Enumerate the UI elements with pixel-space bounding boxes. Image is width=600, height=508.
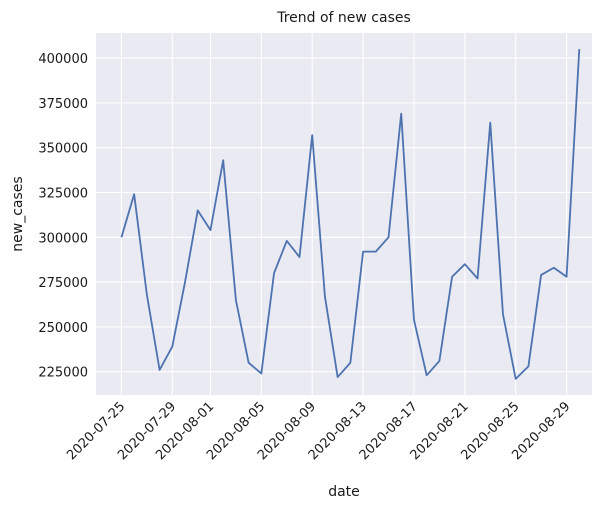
data-point (502, 313, 504, 315)
y-tick-label: 300000 (38, 231, 88, 246)
data-point (565, 276, 567, 278)
data-point (464, 263, 466, 265)
plot-background (96, 33, 592, 395)
data-point (120, 236, 122, 238)
data-point (235, 299, 237, 301)
series-layer (120, 48, 581, 380)
data-point (158, 369, 160, 371)
gridlines (96, 33, 592, 395)
data-point (514, 378, 516, 380)
y-tick-label: 350000 (38, 142, 88, 157)
data-point (197, 209, 199, 211)
y-axis-label: new_cases (10, 176, 26, 251)
x-tick-labels: 2020-07-252020-07-292020-08-012020-08-05… (64, 399, 573, 463)
series-line (120, 49, 581, 380)
data-point (336, 376, 338, 378)
data-point (451, 276, 453, 278)
y-tick-label: 225000 (38, 366, 88, 381)
data-point (362, 250, 364, 252)
data-point (413, 319, 415, 321)
data-point (527, 365, 529, 367)
y-tick-label: 325000 (38, 186, 88, 201)
data-point (298, 256, 300, 258)
chart-title: Trend of new cases (276, 10, 411, 26)
data-point (324, 295, 326, 297)
data-point (553, 267, 555, 269)
data-point (209, 229, 211, 231)
data-point (133, 193, 135, 195)
y-tick-labels: 225000 250000 275000 300000 325000 350000 3750… (38, 52, 88, 381)
data-point (171, 345, 173, 347)
data-point (247, 362, 249, 364)
data-point (400, 112, 402, 114)
data-point (425, 374, 427, 376)
data-point (146, 293, 148, 295)
data-point (438, 360, 440, 362)
data-point (540, 274, 542, 276)
data-point (311, 134, 313, 136)
x-axis-label: date (328, 484, 360, 500)
data-point (578, 48, 580, 50)
data-point (489, 121, 491, 123)
y-tick-label: 400000 (38, 52, 88, 67)
y-tick-label: 375000 (38, 97, 88, 112)
data-point (184, 281, 186, 283)
data-point (222, 159, 224, 161)
data-point (476, 277, 478, 279)
data-point (349, 362, 351, 364)
data-point (273, 272, 275, 274)
data-point (375, 250, 377, 252)
y-tick-label: 275000 (38, 276, 88, 291)
data-point (387, 236, 389, 238)
y-tick-label: 250000 (38, 321, 88, 336)
data-point (260, 372, 262, 374)
data-point (286, 240, 288, 242)
